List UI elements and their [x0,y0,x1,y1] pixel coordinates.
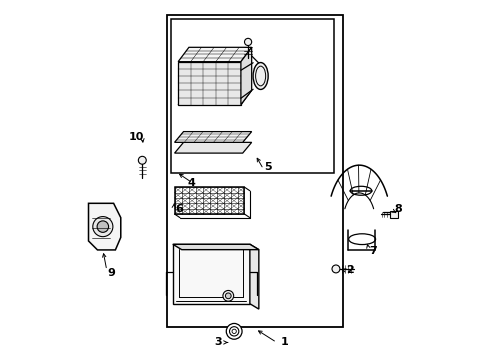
Polygon shape [88,203,121,250]
Text: 8: 8 [393,204,401,215]
Text: 9: 9 [107,267,115,278]
Circle shape [93,217,113,237]
Bar [167,15,343,327]
Text: 5: 5 [264,162,271,172]
Text: 10: 10 [129,132,144,142]
Text: 3: 3 [214,337,222,347]
Ellipse shape [253,63,267,89]
Polygon shape [178,62,241,105]
Text: 6: 6 [175,204,183,214]
Polygon shape [174,132,251,142]
Polygon shape [172,244,249,304]
Circle shape [97,221,108,232]
Polygon shape [241,47,251,105]
Circle shape [138,156,146,164]
Text: 2: 2 [346,265,353,275]
Polygon shape [174,142,251,153]
Circle shape [226,323,242,339]
Bar [174,187,244,214]
Bar [171,19,333,173]
Polygon shape [178,47,251,62]
Circle shape [244,39,251,45]
Polygon shape [249,244,258,309]
Circle shape [331,265,339,273]
Polygon shape [172,244,258,250]
Bar [389,211,397,218]
Circle shape [223,291,233,301]
Polygon shape [178,90,251,105]
Text: 1: 1 [280,337,287,347]
Text: 4: 4 [187,178,195,188]
Circle shape [225,293,231,299]
Text: 7: 7 [368,246,376,256]
